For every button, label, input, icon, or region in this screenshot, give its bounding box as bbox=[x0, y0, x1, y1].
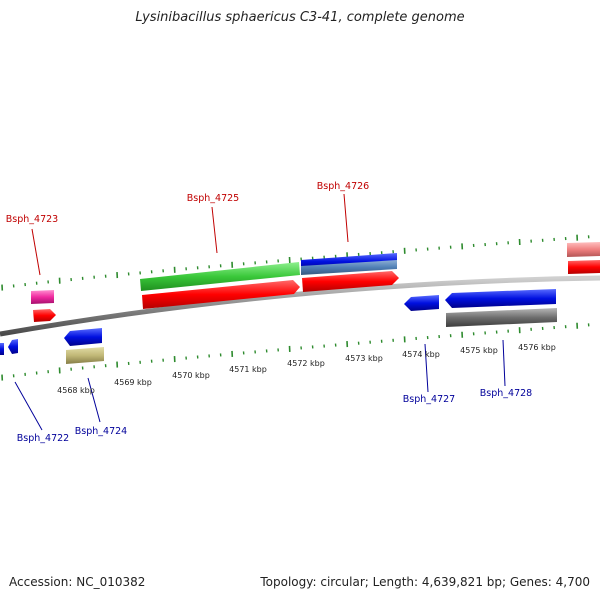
gene-label-bsph-4723[interactable]: Bsph_4723 bbox=[6, 214, 58, 225]
kbp-label-4571: 4571 kbp bbox=[229, 365, 267, 374]
genome-summary-text: Topology: circular; Length: 4,639,821 bp… bbox=[260, 575, 590, 589]
kbp-label-4569: 4569 kbp bbox=[114, 378, 152, 387]
gene-feature-bsph-4728-blue[interactable] bbox=[445, 289, 556, 308]
kbp-label-4576: 4576 kbp bbox=[518, 343, 556, 352]
gene-feature-bsph-4725-green[interactable] bbox=[140, 262, 300, 291]
leader-line-bsph-4724 bbox=[87, 377, 101, 423]
gene-feature-bsph-4726-steel[interactable] bbox=[301, 260, 397, 275]
leader-line-bsph-4726 bbox=[343, 193, 349, 243]
gene-feature-edge-red[interactable] bbox=[568, 260, 600, 274]
gene-label-bsph-4725[interactable]: Bsph_4725 bbox=[187, 193, 239, 204]
gene-label-bsph-4724[interactable]: Bsph_4724 bbox=[75, 426, 127, 437]
gene-label-bsph-4728[interactable]: Bsph_4728 bbox=[480, 388, 532, 399]
leader-line-bsph-4727 bbox=[424, 343, 429, 393]
gene-feature-bsph-4723-red[interactable] bbox=[33, 309, 56, 322]
gene-feature-edge-salmon[interactable] bbox=[567, 242, 600, 257]
gene-feature-bsph-4728-gray[interactable] bbox=[446, 308, 557, 327]
kbp-label-4568: 4568 kbp bbox=[57, 386, 95, 395]
gene-feature-bsph-4724-olive[interactable] bbox=[66, 347, 104, 364]
gene-feature-bsph-4724-blue[interactable] bbox=[64, 328, 102, 346]
leader-line-bsph-4725 bbox=[211, 206, 218, 254]
leader-line-bsph-4728 bbox=[502, 339, 506, 387]
genome-backbone bbox=[0, 275, 600, 337]
outer-tick-track bbox=[1, 234, 590, 291]
gene-feature-bsph-4723-pink[interactable] bbox=[31, 290, 54, 304]
gene-feature-bsph-4722-blue-a[interactable] bbox=[0, 343, 4, 355]
gene-label-bsph-4726[interactable]: Bsph_4726 bbox=[317, 181, 369, 192]
gene-feature-bsph-4725-red[interactable] bbox=[142, 280, 300, 309]
kbp-label-4575: 4575 kbp bbox=[460, 346, 498, 355]
gene-label-bsph-4727[interactable]: Bsph_4727 bbox=[403, 394, 455, 405]
map-title: Lysinibacillus sphaericus C3-41, complet… bbox=[135, 10, 465, 25]
leader-line-bsph-4722 bbox=[14, 381, 43, 431]
gene-label-bsph-4722[interactable]: Bsph_4722 bbox=[17, 433, 69, 444]
kbp-label-4570: 4570 kbp bbox=[172, 371, 210, 380]
kbp-label-4572: 4572 kbp bbox=[287, 359, 325, 368]
kbp-label-4573: 4573 kbp bbox=[345, 354, 383, 363]
gene-feature-bsph-4726-red[interactable] bbox=[302, 271, 399, 292]
kbp-label-4574: 4574 kbp bbox=[402, 350, 440, 359]
inner-tick-track bbox=[1, 322, 590, 381]
gene-feature-bsph-4727-blue[interactable] bbox=[404, 295, 439, 311]
accession-text: Accession: NC_010382 bbox=[9, 575, 146, 589]
gene-feature-bsph-4722-blue-b[interactable] bbox=[8, 339, 18, 354]
leader-line-bsph-4723 bbox=[31, 228, 41, 276]
